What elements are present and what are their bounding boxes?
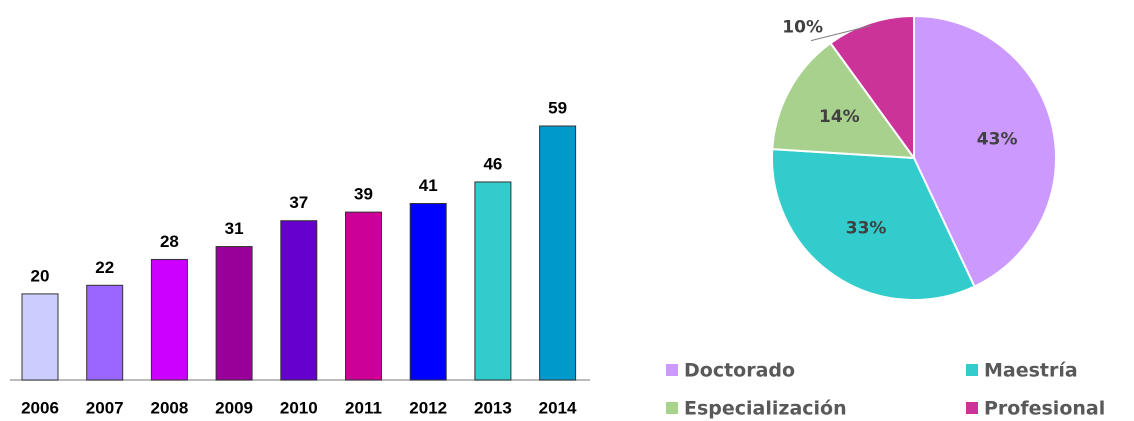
pie-slice bbox=[771, 148, 976, 301]
data-label: 22 bbox=[95, 258, 114, 277]
pie-slice bbox=[913, 14, 1057, 288]
slice-label: 33% bbox=[846, 218, 887, 238]
slice-label: 43% bbox=[977, 129, 1018, 149]
data-label: 28 bbox=[160, 232, 179, 251]
bar bbox=[21, 293, 59, 381]
x-tick-label: 2009 bbox=[215, 398, 253, 417]
x-tick-label: 2007 bbox=[86, 398, 124, 417]
slice-label: 14% bbox=[819, 107, 860, 127]
x-tick-label: 2008 bbox=[150, 398, 188, 417]
slice-label: 10% bbox=[782, 18, 823, 38]
data-label: 37 bbox=[289, 193, 308, 212]
legend-swatch bbox=[666, 364, 678, 376]
data-label: 20 bbox=[31, 266, 50, 285]
data-label: 41 bbox=[419, 176, 438, 195]
legend-swatch bbox=[966, 402, 978, 414]
leader-line bbox=[810, 25, 872, 42]
bar bbox=[409, 202, 447, 381]
data-label: 46 bbox=[483, 154, 502, 173]
data-label: 31 bbox=[225, 219, 244, 238]
legend-label: Maestría bbox=[984, 360, 1078, 382]
legend-label: Doctorado bbox=[684, 360, 795, 382]
bar bbox=[474, 181, 512, 381]
data-label: 39 bbox=[354, 185, 373, 204]
bar bbox=[280, 220, 318, 381]
pie-slice bbox=[829, 14, 915, 162]
legend-label: Profesional bbox=[984, 398, 1105, 420]
legend-label: Especialización bbox=[684, 398, 847, 420]
x-tick-label: 2006 bbox=[21, 398, 59, 417]
bar bbox=[345, 211, 382, 381]
bar bbox=[215, 246, 253, 381]
x-tick-label: 2014 bbox=[539, 398, 577, 417]
pie-slice bbox=[771, 41, 917, 160]
x-tick-label: 2010 bbox=[280, 398, 318, 417]
x-tick-label: 2012 bbox=[409, 398, 447, 417]
bar bbox=[539, 125, 577, 381]
bar bbox=[150, 258, 188, 381]
bar bbox=[86, 284, 124, 381]
data-label: 59 bbox=[548, 98, 567, 117]
x-tick-label: 2013 bbox=[474, 398, 512, 417]
legend-swatch bbox=[966, 364, 978, 376]
x-tick-label: 2011 bbox=[345, 398, 382, 417]
legend-swatch bbox=[666, 402, 678, 414]
